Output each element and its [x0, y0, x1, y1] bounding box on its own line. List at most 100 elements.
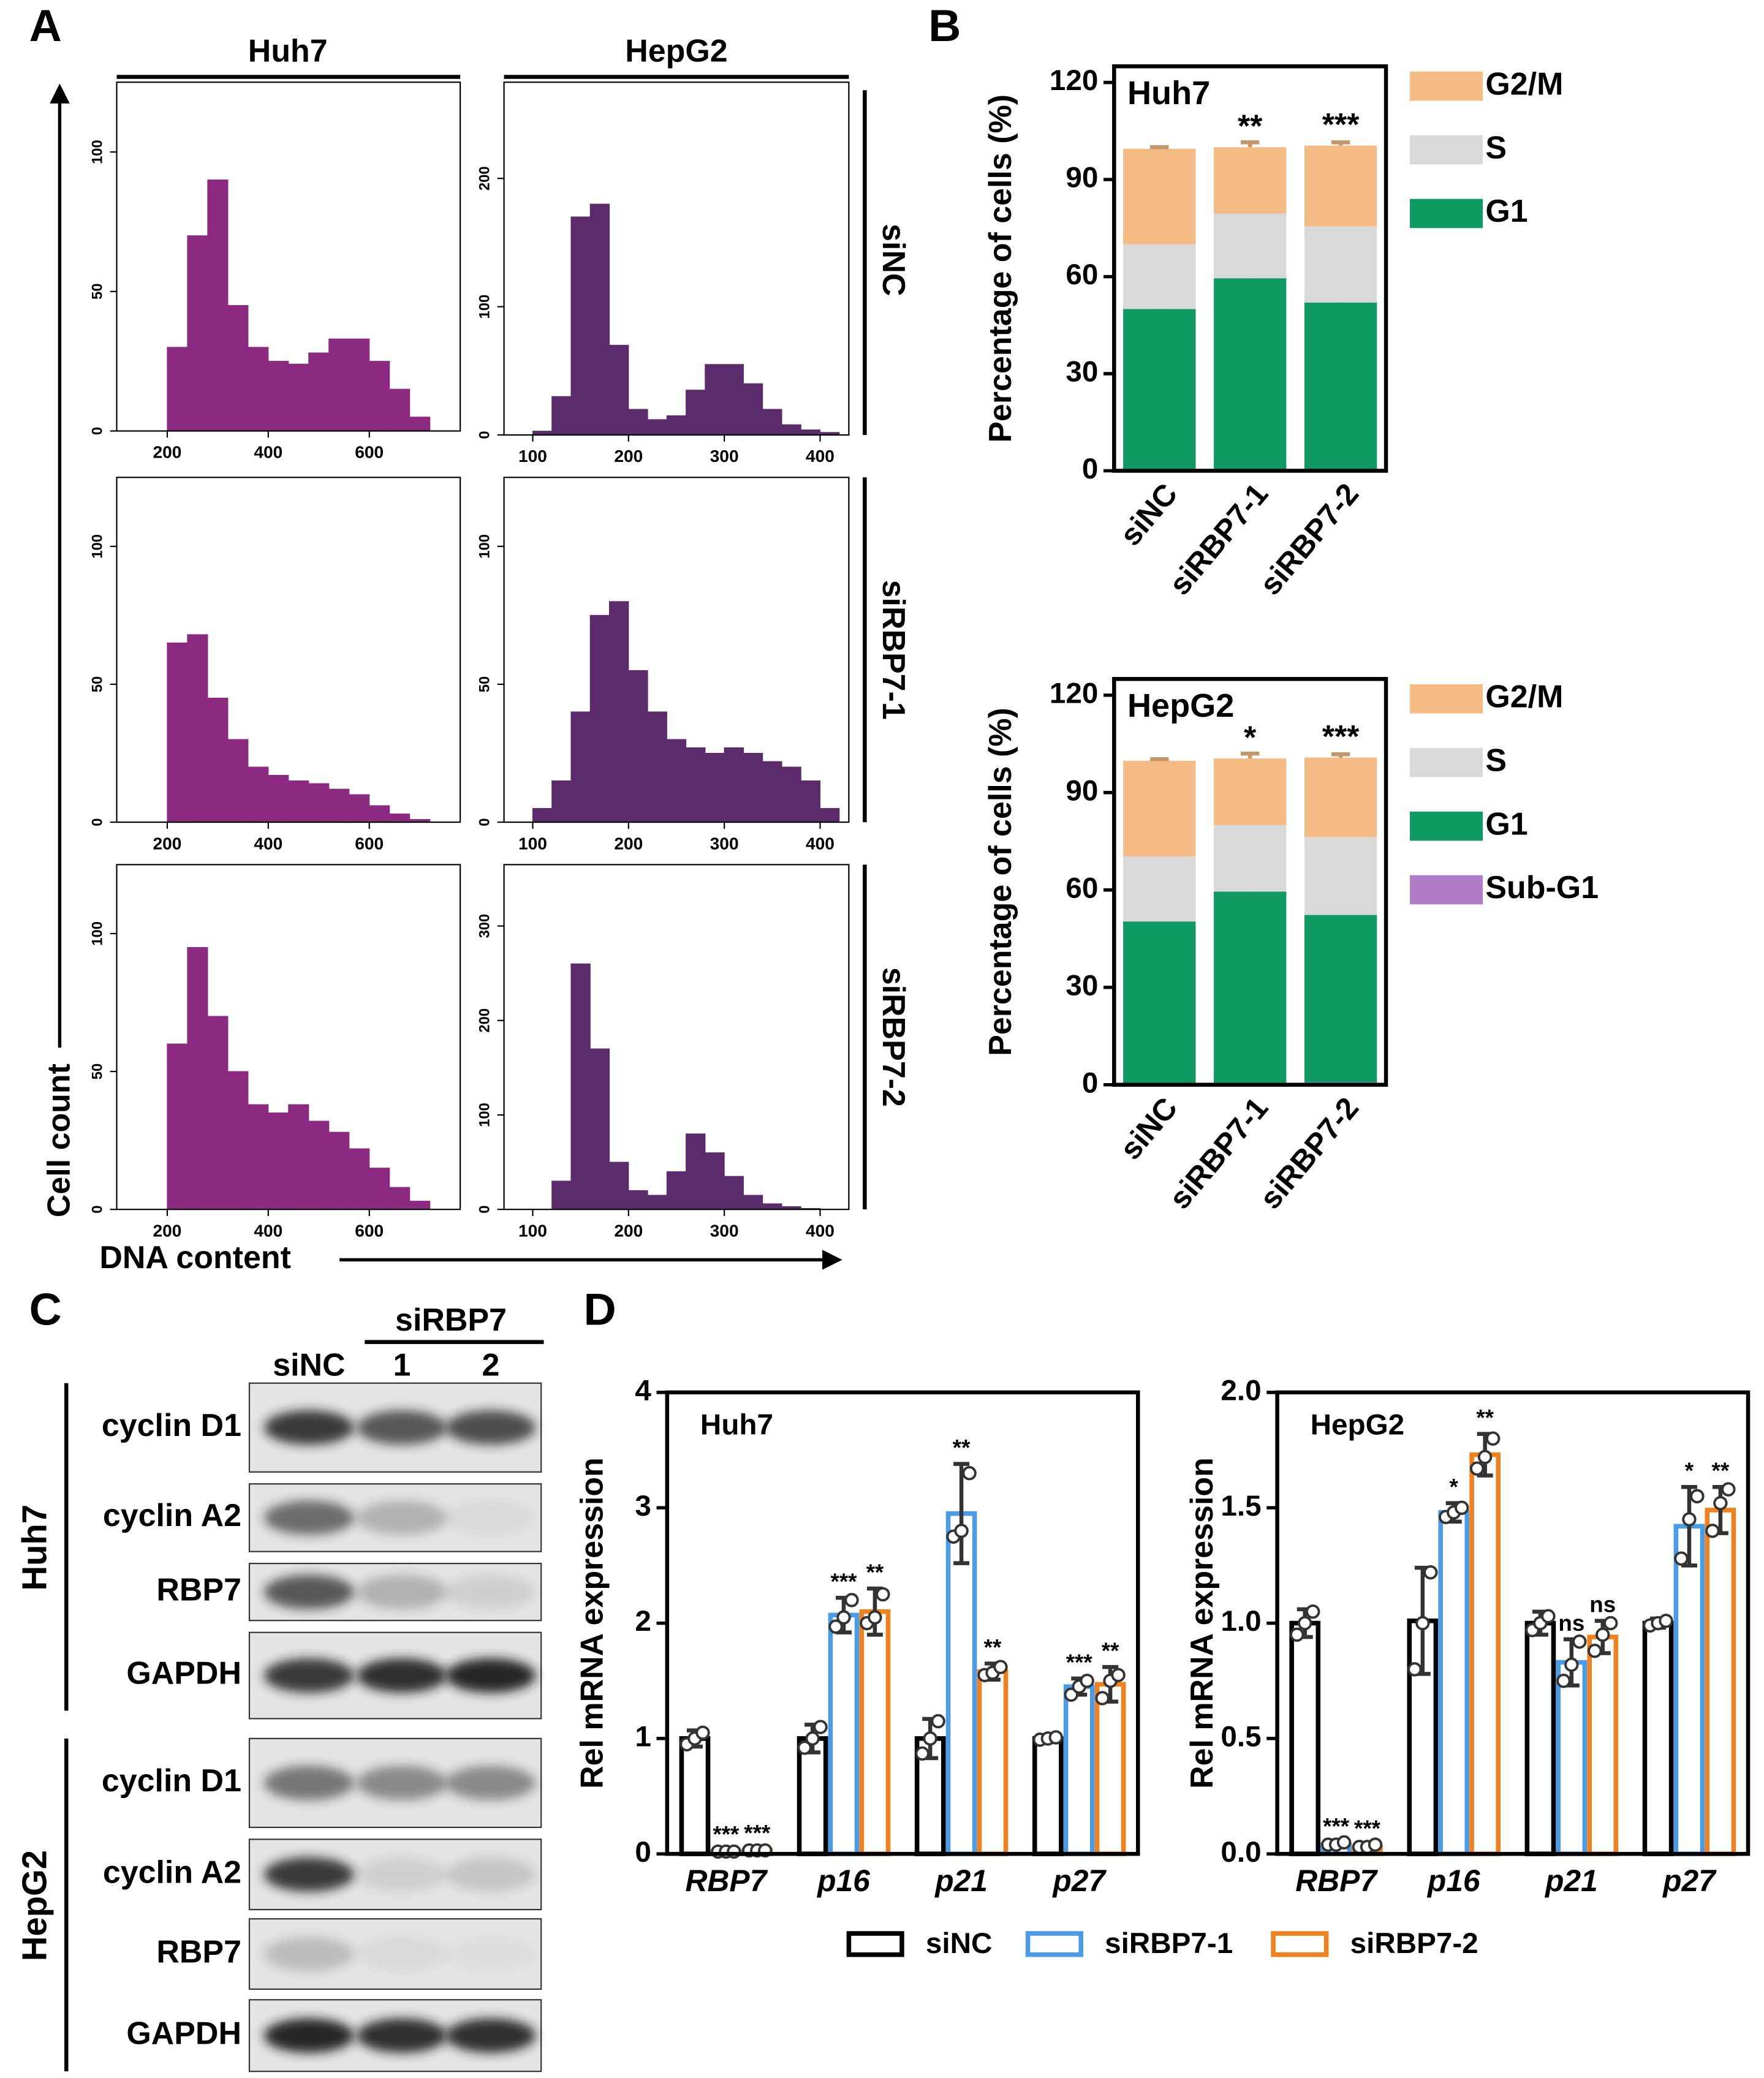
y-tick-label: 50 — [89, 676, 105, 692]
data-point — [1485, 1431, 1501, 1446]
histogram-bar — [227, 739, 249, 823]
histogram-bar — [743, 1195, 763, 1210]
blot-band — [445, 1766, 536, 1800]
histogram-bar — [207, 179, 229, 432]
blot-band — [357, 1766, 447, 1800]
data-point — [1336, 1835, 1352, 1850]
significance: * — [1685, 1458, 1694, 1483]
significance: *** — [831, 1569, 858, 1594]
chart-title: Huh7 — [1127, 75, 1210, 111]
legend-label: siRBP7-1 — [1105, 1927, 1233, 1960]
x-tick-label: p21 — [1544, 1864, 1598, 1898]
x-tick-label: 400 — [254, 443, 282, 462]
plot-frame — [1112, 64, 1388, 473]
x-tick-label: p27 — [1662, 1864, 1717, 1898]
bar — [977, 1669, 1009, 1856]
error-bar — [1241, 751, 1260, 759]
y-tick-label: 0 — [89, 1206, 105, 1214]
significance: *** — [713, 1821, 740, 1846]
y-tick-label: 200 — [477, 1008, 493, 1033]
blot-row-label: cyclin D1 — [102, 1408, 241, 1443]
data-point — [1298, 1615, 1312, 1631]
bar — [1587, 1634, 1619, 1856]
x-tick-label: 200 — [614, 447, 643, 466]
x-tick-label: siNC — [1113, 477, 1184, 552]
histogram-bar — [248, 766, 269, 823]
data-point — [1080, 1673, 1094, 1688]
histogram-bar — [762, 1203, 782, 1210]
data-point — [1368, 1837, 1383, 1852]
histogram-bar — [762, 409, 782, 436]
x-tick-label: 400 — [806, 447, 835, 466]
x-tick-label: p21 — [934, 1864, 988, 1898]
legend-label: S — [1485, 742, 1507, 778]
chart-title: HepG2 — [1311, 1409, 1404, 1441]
significance: ns — [1589, 1592, 1616, 1617]
y-tick-label: 0 — [477, 818, 493, 826]
histogram-bar — [551, 780, 572, 823]
bar-segment — [1214, 278, 1287, 471]
histogram-bar — [248, 1104, 269, 1210]
legend-label: G1 — [1485, 806, 1527, 842]
x-tick-label: 400 — [806, 834, 835, 853]
y-tick-label: 120 — [1050, 677, 1098, 709]
y-tick-label: 100 — [477, 1103, 493, 1127]
error-bar — [1150, 757, 1169, 761]
bar — [1673, 1524, 1705, 1856]
row-label: siNC — [876, 224, 911, 296]
histogram-bar — [666, 415, 687, 436]
data-point — [1095, 1691, 1110, 1706]
x-tick-label: 200 — [614, 834, 643, 853]
bar-segment — [1214, 891, 1287, 1084]
data-point — [962, 1466, 977, 1481]
data-point — [1541, 1609, 1556, 1623]
histogram-bar — [369, 805, 390, 823]
x-tick-label: 400 — [254, 1221, 282, 1240]
blot-band — [445, 2018, 536, 2053]
histogram-bar — [369, 1168, 390, 1210]
data-point — [1588, 1644, 1602, 1658]
y-tick-label: 1 — [635, 1720, 651, 1753]
y-tick-label: 0.5 — [1221, 1720, 1261, 1753]
y-tick-label: 30 — [1066, 356, 1098, 388]
histogram-bar — [532, 808, 553, 823]
bar — [1032, 1736, 1064, 1856]
data-point — [876, 1587, 890, 1602]
histogram-bar — [349, 338, 370, 432]
x-tick-label: p16 — [1426, 1864, 1480, 1898]
histogram-bar — [705, 752, 725, 823]
histogram-bar — [207, 697, 229, 823]
histogram-bar — [167, 642, 188, 823]
blot-band — [445, 1936, 536, 1971]
blot-band — [445, 1574, 536, 1609]
y-tick-label: 100 — [89, 921, 105, 946]
data-point — [1556, 1673, 1571, 1688]
legend-label: siNC — [926, 1927, 992, 1960]
histogram-bar — [570, 711, 591, 823]
lane-label: 1 — [393, 1347, 411, 1383]
histogram-bar — [589, 1048, 610, 1210]
histogram-bar — [800, 429, 821, 436]
y-tick-label: 90 — [1066, 162, 1098, 194]
y-tick-label: 0 — [89, 818, 105, 826]
blot-band — [445, 1410, 536, 1445]
bar — [1094, 1682, 1126, 1856]
data-point — [813, 1720, 828, 1734]
data-point — [923, 1731, 937, 1746]
legend-swatch — [1410, 135, 1483, 165]
blot-band — [357, 1936, 447, 1971]
y-tick-label: 0 — [477, 1206, 493, 1214]
row-label: siRBP7-1 — [876, 580, 911, 720]
data-point — [1477, 1449, 1493, 1465]
blot-band — [263, 1410, 354, 1445]
significance: *** — [1323, 1813, 1350, 1838]
legend-swatch — [1410, 198, 1483, 229]
data-point — [1455, 1500, 1469, 1515]
data-point — [1690, 1489, 1705, 1504]
legend-label: G1 — [1485, 194, 1527, 229]
histogram-bar — [609, 601, 629, 823]
histogram-bar — [724, 1176, 744, 1210]
legend-swatch — [1025, 1931, 1083, 1957]
plot-frame — [503, 81, 850, 436]
y-axis-label: Rel mRNA expression — [574, 1457, 610, 1789]
